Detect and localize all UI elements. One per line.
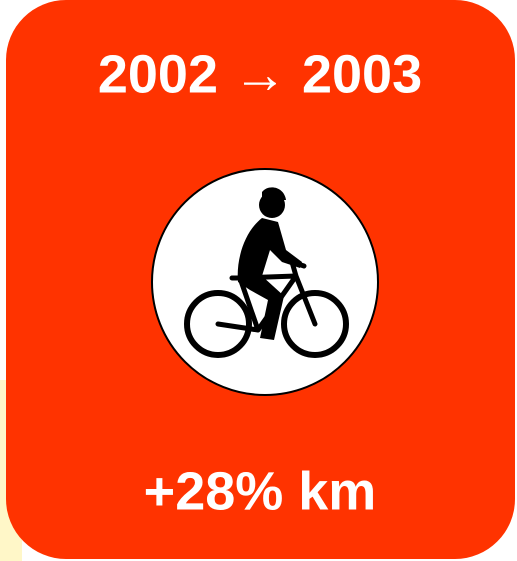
- footer-text: +28% km: [144, 461, 377, 521]
- title: 2002 → 2003: [98, 44, 422, 104]
- cyclist-icon: [184, 187, 349, 358]
